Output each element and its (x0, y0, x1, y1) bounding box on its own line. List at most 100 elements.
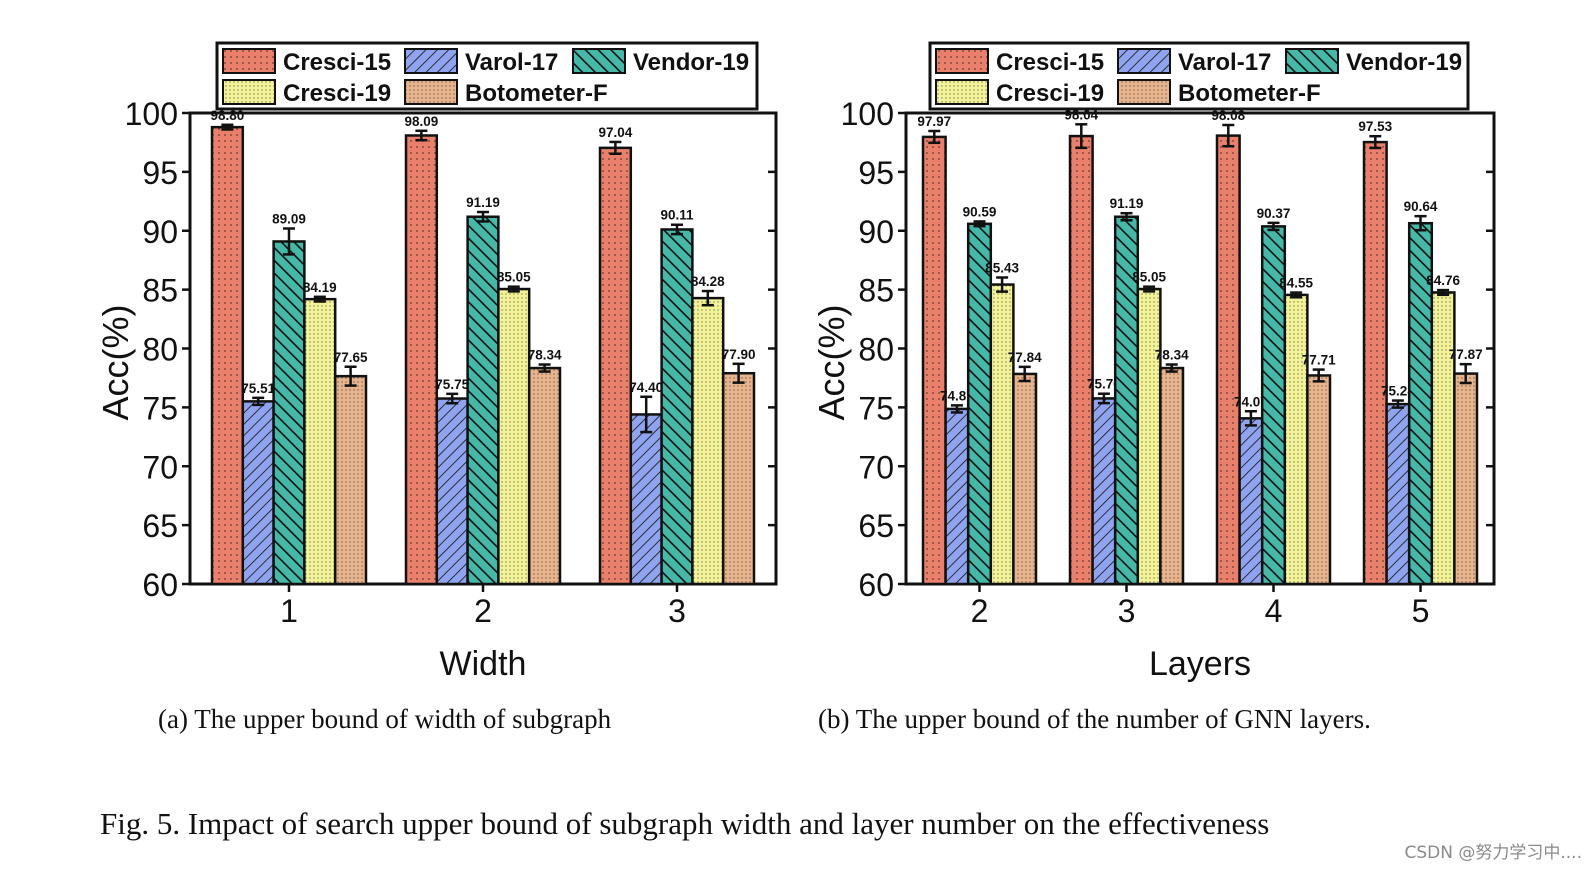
subfigure-b-caption: (b) The upper bound of the number of GNN… (818, 704, 1371, 734)
x-tick-label: 3 (668, 593, 686, 629)
legend-swatch-pattern (935, 48, 989, 74)
chart-a: 60 65 70 75 80 85 90 95 100 Acc(%) 1 98.80 75.51 89.0… (95, 41, 778, 683)
legend-label: Vendor-19 (1346, 49, 1462, 76)
data-label: 97.97 (917, 114, 951, 129)
y-tick-label: 95 (858, 155, 894, 191)
legend-swatch-pattern (404, 79, 458, 105)
legend-swatch-pattern (222, 48, 276, 74)
bar-pattern (1430, 291, 1456, 586)
y-tick-label: 75 (858, 390, 894, 426)
data-label: 75.75 (435, 377, 469, 392)
y-tick-label: 70 (858, 449, 894, 485)
data-label: 77.87 (1449, 347, 1483, 362)
bar-pattern (691, 296, 725, 586)
data-label: 74.87 (940, 388, 974, 403)
bar-pattern (303, 297, 337, 586)
y-axis-label: Acc(%) (811, 305, 852, 421)
data-label: 85.43 (985, 260, 1019, 275)
legend-label: Cresci-15 (283, 49, 391, 76)
data-label: 85.05 (1132, 270, 1166, 285)
bar-pattern (1362, 140, 1388, 586)
y-tick-label: 65 (142, 508, 178, 544)
y-tick-label: 75 (142, 390, 178, 426)
x-tick-label: 2 (971, 593, 989, 629)
y-tick-label: 80 (142, 332, 178, 368)
data-label: 77.71 (1302, 353, 1336, 368)
y-tick-label: 90 (858, 214, 894, 250)
data-label: 75.76 (1087, 377, 1121, 392)
x-tick-label: 2 (474, 593, 492, 629)
legend-label: Botometer-F (1178, 80, 1321, 107)
data-label: 75.51 (241, 381, 275, 396)
bar-pattern (497, 287, 531, 586)
bar-pattern (1091, 397, 1117, 586)
bar-pattern (598, 146, 633, 586)
bar-pattern (660, 228, 694, 586)
watermark: CSDN @努力学习中.... (1404, 843, 1583, 863)
x-tick-label: 4 (1265, 593, 1283, 629)
data-label: 78.34 (528, 348, 562, 363)
legend-label: Cresci-19 (283, 80, 391, 107)
bar-pattern (1012, 372, 1038, 586)
y-tick-label: 100 (841, 96, 894, 132)
data-label: 98.80 (211, 108, 245, 123)
legend-swatch-pattern (935, 79, 989, 105)
legend-swatch-pattern (404, 48, 458, 74)
data-label: 84.28 (691, 274, 725, 289)
data-label: 90.37 (1257, 206, 1291, 221)
bar-pattern (333, 374, 368, 586)
data-label: 74.07 (1234, 394, 1268, 409)
chart-b: 60 65 70 75 80 85 90 95 100 Acc(%) 2 97.97 74.87 90.5… (811, 41, 1496, 683)
bar-pattern (1453, 372, 1479, 586)
data-label: 77.84 (1008, 350, 1042, 365)
data-label: 78.34 (1155, 348, 1189, 363)
data-label: 85.05 (497, 270, 531, 285)
data-label: 91.19 (1110, 196, 1144, 211)
y-tick-label: 90 (142, 214, 178, 250)
bar-pattern (1215, 134, 1241, 586)
subfigure-a-caption: (a) The upper bound of width of subgraph (158, 704, 612, 734)
data-label: 98.08 (1211, 108, 1245, 123)
y-tick-label: 100 (125, 96, 178, 132)
data-label: 77.90 (722, 347, 756, 362)
data-label: 75.28 (1381, 384, 1415, 399)
x-tick-label: 3 (1118, 593, 1136, 629)
y-tick-label: 60 (858, 567, 894, 603)
x-axis-label: Width (440, 645, 527, 683)
y-tick-label: 70 (142, 449, 178, 485)
legend-label: Botometer-F (465, 80, 608, 107)
legend-swatch-pattern (1117, 79, 1171, 105)
bar-pattern (1385, 402, 1411, 586)
y-tick-label: 95 (142, 155, 178, 191)
bar-pattern (241, 400, 275, 586)
data-label: 77.65 (334, 350, 368, 365)
data-label: 97.53 (1358, 119, 1392, 134)
y-axis-label: Acc(%) (95, 305, 136, 421)
bar-pattern (272, 240, 306, 586)
legend-b: Cresci-15 Varol-17 Vendor-19 Cresci-19 Botom… (928, 41, 1470, 111)
data-label: 98.09 (405, 114, 439, 129)
y-tick-label: 85 (858, 273, 894, 309)
bar-pattern (966, 222, 993, 586)
figure-charts: 60 65 70 75 80 85 90 95 100 Acc(%) 1 98.80 75.51 89.0… (95, 41, 1496, 683)
bar-pattern (1136, 287, 1162, 586)
legend-swatch-pattern (572, 48, 626, 74)
bar-pattern (921, 135, 947, 586)
bar-pattern (721, 371, 756, 586)
x-axis-label: Layers (1149, 645, 1251, 683)
bar-pattern (404, 134, 439, 586)
bar-pattern (210, 125, 245, 586)
bar-pattern (1238, 417, 1264, 586)
legend-box (928, 41, 1470, 111)
y-tick-label: 85 (142, 273, 178, 309)
bar-pattern (944, 407, 970, 586)
y-tick-label: 60 (142, 567, 178, 603)
legend-label: Vendor-19 (633, 49, 749, 76)
bar-pattern (435, 397, 469, 586)
legend-swatch-pattern (1117, 48, 1171, 74)
data-label: 89.09 (272, 212, 306, 227)
data-label: 98.04 (1064, 107, 1098, 122)
legend-label: Cresci-15 (996, 49, 1104, 76)
legend-label: Cresci-19 (996, 80, 1104, 107)
data-label: 84.76 (1426, 273, 1460, 288)
